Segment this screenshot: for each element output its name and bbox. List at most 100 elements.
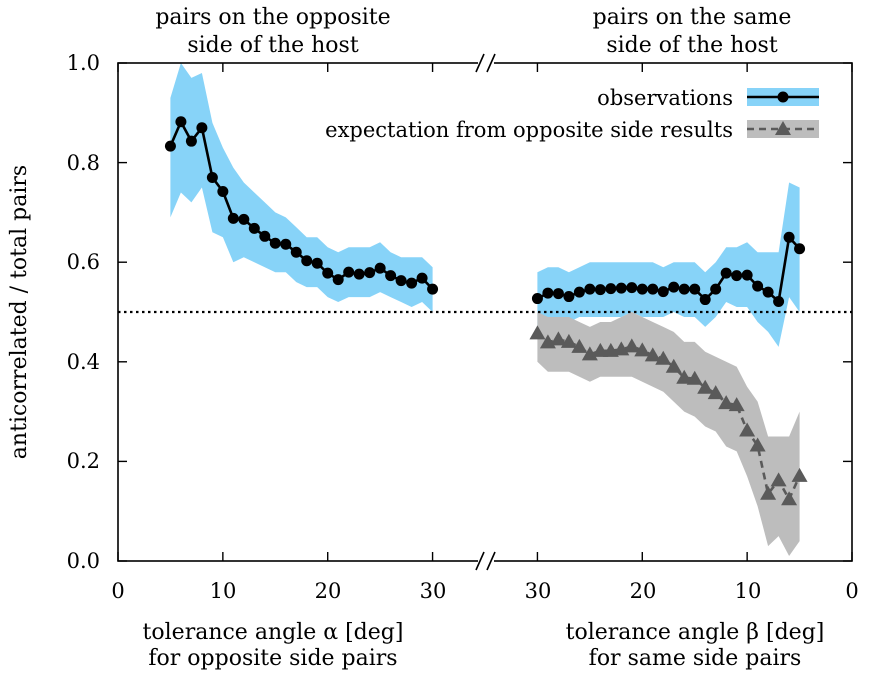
- data-point: [427, 283, 439, 295]
- data-point: [374, 262, 386, 274]
- data-point: [196, 122, 208, 134]
- x-tick-label-right: 20: [630, 579, 657, 603]
- legend-label-expectation: expectation from opposite side results: [325, 118, 733, 142]
- data-point: [280, 238, 292, 250]
- data-point: [781, 491, 798, 506]
- x-tick-label-right: 10: [735, 579, 762, 603]
- data-point: [605, 283, 617, 295]
- data-point: [752, 280, 764, 292]
- data-point: [760, 485, 777, 500]
- data-point: [416, 272, 428, 284]
- data-point: [531, 293, 543, 305]
- x-tick-label-left: 10: [210, 579, 237, 603]
- data-point: [636, 283, 648, 295]
- error-band-0: [170, 63, 433, 312]
- data-point: [615, 282, 627, 294]
- data-point: [655, 350, 672, 365]
- data-point: [718, 395, 735, 410]
- data-point: [175, 116, 187, 128]
- y-tick-labels: 0.0 0.2 0.4 0.6 0.8 1.0: [67, 51, 100, 573]
- y-axis-label: anticorrelated / total pairs: [7, 165, 32, 459]
- data-point: [248, 222, 260, 234]
- panel-title-right-line2: side of the host: [606, 33, 778, 58]
- data-point: [665, 358, 682, 373]
- y-tick-label: 0.0: [67, 549, 100, 573]
- x-tick-label-left: 30: [420, 579, 447, 603]
- data-point: [707, 385, 724, 400]
- data-point: [542, 287, 554, 299]
- data-point: [678, 283, 690, 295]
- axis-break-bottom: [475, 551, 496, 571]
- data-point: [571, 338, 588, 353]
- data-point: [395, 275, 407, 287]
- x-tick-label-right: 30: [525, 579, 552, 603]
- data-point: [634, 342, 651, 357]
- data-point: [259, 230, 271, 242]
- data-point: [290, 246, 302, 258]
- panel-title-left-line2: side of the host: [187, 33, 359, 58]
- x-axis-label-left-line2: for opposite side pairs: [148, 646, 397, 671]
- data-point: [206, 172, 218, 184]
- data-point: [563, 291, 575, 303]
- data-point: [584, 283, 596, 295]
- data-point: [699, 294, 711, 306]
- panel-title-right-line1: pairs on the same: [593, 5, 792, 30]
- data-point: [689, 283, 701, 295]
- error-band-2: [537, 312, 800, 556]
- data-point: [594, 284, 606, 296]
- data-point: [529, 325, 546, 340]
- x-tick-label-left: 0: [111, 579, 124, 603]
- data-point: [406, 277, 418, 289]
- data-point: [552, 288, 564, 300]
- data-point: [710, 283, 722, 295]
- y-tick-label: 0.8: [67, 151, 100, 175]
- y-tick-label: 0.6: [67, 250, 100, 274]
- data-point: [647, 283, 659, 295]
- data-point: [185, 135, 197, 147]
- data-point: [794, 243, 806, 255]
- data-point: [269, 237, 281, 249]
- data-point: [773, 296, 785, 308]
- data-point: [741, 269, 753, 281]
- data-point: [668, 281, 680, 293]
- legend-label-observations: observations: [597, 86, 733, 110]
- data-point: [686, 370, 703, 385]
- axis-ticks: [117, 62, 853, 562]
- data-point: [657, 286, 669, 298]
- x-tick-label-left: 20: [315, 579, 342, 603]
- data-point: [644, 347, 661, 362]
- data-point: [728, 397, 745, 412]
- y-tick-label: 0.4: [67, 350, 100, 374]
- data-point: [697, 379, 714, 394]
- data-point: [720, 267, 732, 279]
- data-point: [739, 422, 756, 437]
- y-tick-label: 0.2: [67, 449, 100, 473]
- x-axis-label-left-line1: tolerance angle α [deg]: [143, 620, 404, 645]
- data-point: [626, 282, 638, 294]
- data-point: [550, 331, 567, 346]
- data-point: [227, 212, 239, 224]
- legend: observations expectation from opposite s…: [325, 86, 819, 142]
- error-bands: [170, 63, 800, 556]
- x-tick-label-right: 0: [845, 579, 858, 603]
- data-point: [770, 472, 787, 487]
- legend-swatch-marker-observations: [777, 91, 789, 103]
- data-point: [749, 437, 766, 452]
- data-point: [353, 268, 365, 280]
- data-point: [783, 231, 795, 243]
- data-point: [364, 267, 376, 279]
- data-point: [332, 274, 344, 286]
- data-point: [762, 286, 774, 298]
- data-point: [676, 369, 693, 384]
- data-point: [791, 467, 808, 482]
- error-band-1: [537, 182, 800, 347]
- data-point: [311, 257, 323, 269]
- data-point: [623, 338, 640, 353]
- series-markers: [164, 116, 808, 506]
- data-point: [164, 140, 176, 152]
- x-axis-label-right-line2: for same side pairs: [589, 646, 802, 671]
- legend-swatch-marker-expectation: [775, 121, 791, 135]
- data-point: [592, 342, 609, 357]
- y-tick-label: 1.0: [67, 51, 100, 75]
